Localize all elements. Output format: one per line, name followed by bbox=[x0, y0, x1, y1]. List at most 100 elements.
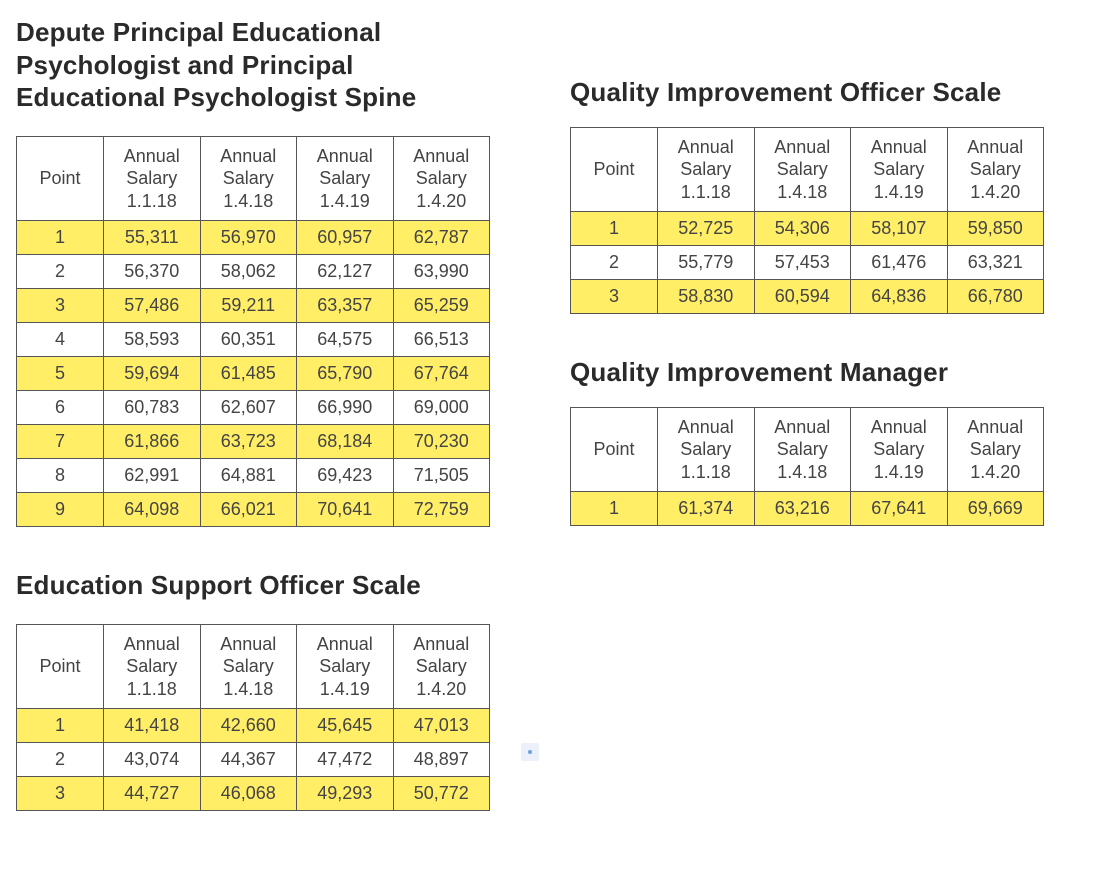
cell-value: 66,780 bbox=[947, 280, 1044, 314]
table-row: 357,48659,21163,35765,259 bbox=[17, 289, 490, 323]
col-salary-1-4-20: AnnualSalary1.4.20 bbox=[947, 127, 1044, 212]
table-row: 964,09866,02170,64172,759 bbox=[17, 493, 490, 527]
cell-point: 6 bbox=[17, 391, 104, 425]
right-column: Quality Improvement Officer Scale Point … bbox=[570, 16, 1050, 568]
table-header-row: Point AnnualSalary1.1.18 AnnualSalary1.4… bbox=[17, 136, 490, 221]
table-row: 161,37463,21667,64169,669 bbox=[571, 492, 1044, 526]
cell-value: 42,660 bbox=[200, 709, 297, 743]
two-column-layout: Depute Principal Educational Psychologis… bbox=[16, 16, 1083, 853]
cell-value: 67,641 bbox=[851, 492, 948, 526]
table-row: 344,72746,06849,29350,772 bbox=[17, 777, 490, 811]
col-salary-1-4-19: AnnualSalary1.4.19 bbox=[297, 624, 394, 709]
cell-value: 64,836 bbox=[851, 280, 948, 314]
cell-value: 59,694 bbox=[104, 357, 201, 391]
col-salary-1-1-18: AnnualSalary1.1.18 bbox=[104, 136, 201, 221]
cell-point: 8 bbox=[17, 459, 104, 493]
cell-value: 65,790 bbox=[297, 357, 394, 391]
cell-value: 56,970 bbox=[200, 221, 297, 255]
col-salary-1-4-20: AnnualSalary1.4.20 bbox=[947, 407, 1044, 492]
qim-title: Quality Improvement Manager bbox=[570, 356, 1050, 389]
cell-value: 56,370 bbox=[104, 255, 201, 289]
cell-value: 63,990 bbox=[393, 255, 490, 289]
cell-point: 1 bbox=[571, 212, 658, 246]
cell-value: 57,486 bbox=[104, 289, 201, 323]
col-salary-1-4-18: AnnualSalary1.4.18 bbox=[200, 136, 297, 221]
table-row: 141,41842,66045,64547,013 bbox=[17, 709, 490, 743]
cell-value: 57,453 bbox=[754, 246, 851, 280]
cell-value: 48,897 bbox=[393, 743, 490, 777]
cell-value: 72,759 bbox=[393, 493, 490, 527]
cell-value: 64,881 bbox=[200, 459, 297, 493]
col-salary-1-1-18: AnnualSalary1.1.18 bbox=[104, 624, 201, 709]
table-row: 458,59360,35164,57566,513 bbox=[17, 323, 490, 357]
cell-value: 55,311 bbox=[104, 221, 201, 255]
col-salary-1-4-19: AnnualSalary1.4.19 bbox=[851, 127, 948, 212]
col-salary-1-1-18: AnnualSalary1.1.18 bbox=[658, 407, 755, 492]
table-row: 660,78362,60766,99069,000 bbox=[17, 391, 490, 425]
col-point: Point bbox=[17, 136, 104, 221]
cell-value: 47,472 bbox=[297, 743, 394, 777]
cell-point: 3 bbox=[17, 777, 104, 811]
cell-value: 66,990 bbox=[297, 391, 394, 425]
cell-value: 55,779 bbox=[658, 246, 755, 280]
col-salary-1-4-18: AnnualSalary1.4.18 bbox=[754, 407, 851, 492]
cell-value: 47,013 bbox=[393, 709, 490, 743]
col-salary-1-1-18: AnnualSalary1.1.18 bbox=[658, 127, 755, 212]
cell-value: 45,645 bbox=[297, 709, 394, 743]
cell-point: 2 bbox=[17, 743, 104, 777]
cell-value: 63,357 bbox=[297, 289, 394, 323]
cell-value: 58,107 bbox=[851, 212, 948, 246]
col-salary-1-4-19: AnnualSalary1.4.19 bbox=[851, 407, 948, 492]
table-row: 243,07444,36747,47248,897 bbox=[17, 743, 490, 777]
left-column: Depute Principal Educational Psychologis… bbox=[16, 16, 506, 853]
cell-value: 67,764 bbox=[393, 357, 490, 391]
cell-value: 62,607 bbox=[200, 391, 297, 425]
cell-value: 69,000 bbox=[393, 391, 490, 425]
cell-point: 7 bbox=[17, 425, 104, 459]
cell-value: 71,505 bbox=[393, 459, 490, 493]
qim-table: Point AnnualSalary1.1.18 AnnualSalary1.4… bbox=[570, 407, 1044, 527]
cell-value: 62,127 bbox=[297, 255, 394, 289]
cell-value: 61,374 bbox=[658, 492, 755, 526]
cell-value: 66,513 bbox=[393, 323, 490, 357]
cell-point: 9 bbox=[17, 493, 104, 527]
table-row: 862,99164,88169,42371,505 bbox=[17, 459, 490, 493]
cell-value: 41,418 bbox=[104, 709, 201, 743]
depute-tbody: 155,31156,97060,95762,787256,37058,06262… bbox=[17, 221, 490, 527]
qio-tbody: 152,72554,30658,10759,850255,77957,45361… bbox=[571, 212, 1044, 314]
cell-value: 44,727 bbox=[104, 777, 201, 811]
cell-value: 60,351 bbox=[200, 323, 297, 357]
cell-value: 62,787 bbox=[393, 221, 490, 255]
decorative-dot-icon bbox=[521, 743, 539, 761]
cell-value: 68,184 bbox=[297, 425, 394, 459]
cell-value: 70,641 bbox=[297, 493, 394, 527]
cell-point: 5 bbox=[17, 357, 104, 391]
table-row: 255,77957,45361,47663,321 bbox=[571, 246, 1044, 280]
eso-table: Point AnnualSalary1.1.18 AnnualSalary1.4… bbox=[16, 624, 490, 812]
cell-value: 66,021 bbox=[200, 493, 297, 527]
table-header-row: Point AnnualSalary1.1.18 AnnualSalary1.4… bbox=[17, 624, 490, 709]
table-row: 155,31156,97060,95762,787 bbox=[17, 221, 490, 255]
cell-point: 1 bbox=[17, 709, 104, 743]
cell-value: 59,850 bbox=[947, 212, 1044, 246]
cell-value: 63,321 bbox=[947, 246, 1044, 280]
cell-value: 49,293 bbox=[297, 777, 394, 811]
cell-value: 70,230 bbox=[393, 425, 490, 459]
cell-value: 59,211 bbox=[200, 289, 297, 323]
col-salary-1-4-18: AnnualSalary1.4.18 bbox=[200, 624, 297, 709]
cell-value: 64,575 bbox=[297, 323, 394, 357]
eso-title: Education Support Officer Scale bbox=[16, 569, 506, 602]
table-header-row: Point AnnualSalary1.1.18 AnnualSalary1.4… bbox=[571, 407, 1044, 492]
col-point: Point bbox=[571, 127, 658, 212]
cell-value: 52,725 bbox=[658, 212, 755, 246]
cell-value: 62,991 bbox=[104, 459, 201, 493]
cell-value: 46,068 bbox=[200, 777, 297, 811]
table-header-row: Point AnnualSalary1.1.18 AnnualSalary1.4… bbox=[571, 127, 1044, 212]
cell-value: 60,783 bbox=[104, 391, 201, 425]
cell-value: 64,098 bbox=[104, 493, 201, 527]
cell-value: 61,476 bbox=[851, 246, 948, 280]
depute-title: Depute Principal Educational Psychologis… bbox=[16, 16, 506, 114]
cell-value: 65,259 bbox=[393, 289, 490, 323]
table-row: 559,69461,48565,79067,764 bbox=[17, 357, 490, 391]
cell-point: 4 bbox=[17, 323, 104, 357]
